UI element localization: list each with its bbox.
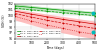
- Legend: 25°C, SOC=80%, 25°C, SOC=50%, 45°C, SOC=80%, 45°C, SOC=50%, 60°C, SOC=80%: 25°C, SOC=80%, 25°C, SOC=50%, 45°C, SOC=…: [16, 29, 62, 38]
- Y-axis label: SOH (%): SOH (%): [2, 15, 6, 27]
- X-axis label: Time (days): Time (days): [46, 46, 64, 50]
